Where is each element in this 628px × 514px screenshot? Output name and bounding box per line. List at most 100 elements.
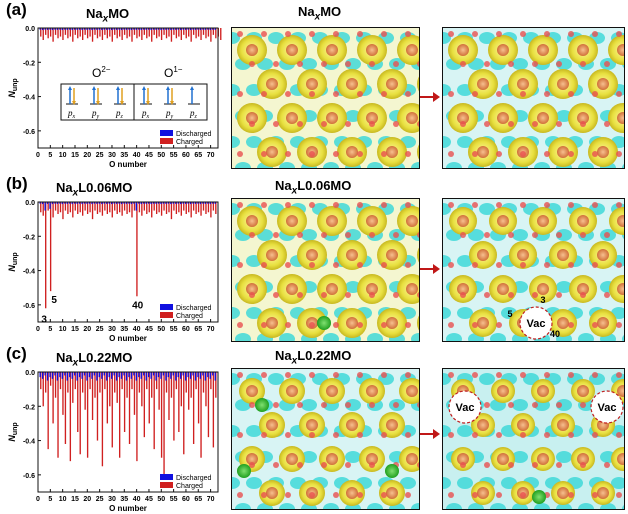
bar-charged-18 bbox=[82, 372, 84, 393]
bar-charged-35 bbox=[123, 372, 126, 432]
y-axis-label: Nunp bbox=[7, 252, 19, 271]
bar-discharged-57 bbox=[177, 28, 179, 30]
bar-charged-42 bbox=[141, 202, 143, 216]
bar-discharged-28 bbox=[106, 372, 108, 381]
bar-discharged-22 bbox=[91, 372, 93, 379]
bar-charged-9 bbox=[59, 202, 62, 213]
bar-discharged-57 bbox=[177, 372, 179, 378]
bar-charged-70 bbox=[210, 372, 212, 390]
bar-charged-53 bbox=[168, 372, 170, 420]
vacancy-label: Vac bbox=[456, 402, 475, 414]
bar-discharged-3 bbox=[44, 372, 46, 376]
bar-discharged-19 bbox=[83, 28, 86, 30]
bar-discharged-40 bbox=[135, 372, 138, 381]
bar-charged-12 bbox=[67, 28, 69, 39]
legend-label-charged: Charged bbox=[176, 483, 203, 490]
y-tick-label: 0.0 bbox=[25, 26, 35, 33]
bar-discharged-27 bbox=[103, 372, 105, 376]
x-tick-label: 55 bbox=[170, 152, 178, 159]
bar-charged-56 bbox=[175, 202, 178, 214]
bar-discharged-16 bbox=[76, 372, 78, 381]
x-tick-label: 40 bbox=[133, 326, 141, 333]
bar-charged-70 bbox=[210, 202, 212, 218]
bar-charged-9 bbox=[59, 28, 62, 37]
bar-charged-63 bbox=[192, 372, 195, 444]
bar-charged-59 bbox=[183, 202, 185, 211]
bar-discharged-5 bbox=[49, 372, 51, 378]
bar-discharged-67 bbox=[202, 372, 204, 376]
bar-discharged-24 bbox=[96, 28, 98, 30]
bar-discharged-15 bbox=[74, 372, 76, 376]
bar-discharged-29 bbox=[108, 372, 110, 378]
y-tick-label: -0.4 bbox=[23, 95, 35, 102]
bar-charged-66 bbox=[200, 28, 202, 40]
bar-discharged-12 bbox=[66, 372, 68, 381]
bar-discharged-24 bbox=[96, 372, 98, 381]
bar-charged-52 bbox=[165, 202, 168, 214]
orbital-label: py bbox=[165, 108, 174, 120]
bar-discharged-25 bbox=[98, 28, 101, 30]
bar-discharged-17 bbox=[78, 28, 81, 30]
x-tick-label: 45 bbox=[145, 326, 153, 333]
bar-discharged-63 bbox=[192, 202, 194, 204]
bar-charged-34 bbox=[121, 28, 123, 40]
bar-discharged-64 bbox=[194, 28, 197, 30]
bar-discharged-45 bbox=[147, 28, 150, 30]
y-tick-label: -0.4 bbox=[23, 269, 35, 276]
bar-charged-3 bbox=[45, 28, 47, 35]
bar-charged-16 bbox=[77, 28, 79, 39]
charge-density-image-charged: Vac Vac bbox=[442, 368, 625, 510]
bar-discharged-63 bbox=[192, 28, 194, 30]
charge-density-image-charged: Vac 3 5 40 bbox=[442, 198, 625, 342]
bar-discharged-29 bbox=[108, 28, 110, 30]
bar-discharged-8 bbox=[56, 28, 59, 30]
bar-charged-31 bbox=[114, 372, 116, 393]
legend-label-charged: Charged bbox=[176, 313, 203, 320]
bar-charged-4 bbox=[47, 372, 49, 450]
bar-charged-41 bbox=[138, 202, 141, 213]
bar-discharged-41 bbox=[138, 372, 140, 378]
bar-charged-13 bbox=[69, 202, 72, 213]
bar-charged-5 bbox=[49, 28, 52, 37]
bar-charged-37 bbox=[128, 372, 131, 444]
bar-charged-47 bbox=[153, 372, 155, 450]
x-tick-label: 40 bbox=[133, 496, 141, 503]
bar-charged-44 bbox=[146, 202, 148, 214]
bar-charged-23 bbox=[94, 202, 96, 211]
bar-charged-54 bbox=[170, 202, 173, 220]
legend-swatch-charged bbox=[160, 138, 173, 144]
bar-charged-14 bbox=[72, 202, 74, 218]
bar-charged-5 bbox=[49, 372, 52, 386]
charge-density-image-charged bbox=[442, 27, 625, 169]
bar-charged-61 bbox=[188, 202, 190, 213]
bar-discharged-65 bbox=[197, 372, 199, 378]
bar-discharged-36 bbox=[125, 28, 128, 30]
bar-discharged-61 bbox=[187, 202, 189, 204]
bar-charged-55 bbox=[173, 202, 175, 211]
y-tick-label: -0.4 bbox=[23, 439, 35, 446]
bar-discharged-1 bbox=[39, 28, 41, 30]
bar-charged-7 bbox=[54, 372, 57, 398]
bar-charged-57 bbox=[178, 28, 180, 37]
bar-discharged-48 bbox=[155, 28, 157, 30]
bar-discharged-7 bbox=[54, 202, 56, 204]
bar-discharged-65 bbox=[197, 202, 199, 204]
bar-charged-15 bbox=[74, 28, 76, 35]
x-tick-label: 20 bbox=[83, 326, 91, 333]
bar-discharged-38 bbox=[130, 202, 133, 205]
vacancy-marker bbox=[590, 390, 624, 424]
orbital-label: py bbox=[91, 108, 100, 120]
bar-charged-16 bbox=[77, 372, 79, 432]
x-tick-label: 30 bbox=[108, 152, 116, 159]
bar-discharged-60 bbox=[184, 202, 187, 204]
x-tick-label: 50 bbox=[157, 152, 165, 159]
bar-charged-47 bbox=[153, 28, 155, 35]
bar-charged-25 bbox=[99, 372, 101, 393]
bar-discharged-47 bbox=[152, 202, 155, 204]
bar-discharged-33 bbox=[118, 372, 120, 378]
bar-charged-38 bbox=[131, 202, 133, 218]
bar-charged-46 bbox=[151, 372, 153, 398]
x-tick-label: 20 bbox=[83, 496, 91, 503]
vacancy-label: Vac bbox=[598, 402, 617, 414]
